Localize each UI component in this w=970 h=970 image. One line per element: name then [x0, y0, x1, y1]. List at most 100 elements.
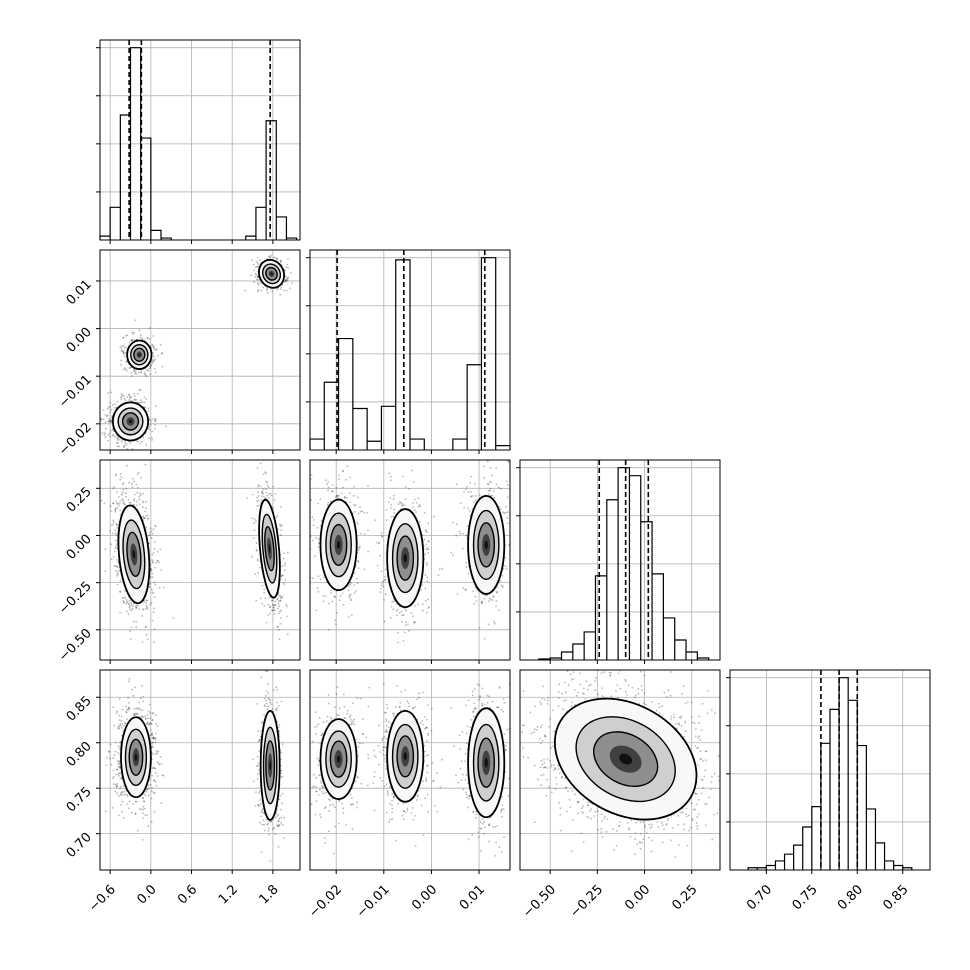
sample-point — [308, 549, 310, 551]
sample-point — [395, 614, 398, 617]
sample-point — [116, 768, 118, 771]
sample-point — [152, 346, 155, 349]
sample-point — [150, 601, 153, 604]
sample-point — [119, 346, 122, 348]
histogram-panel-3 — [516, 459, 721, 661]
sample-point — [279, 599, 282, 602]
sample-point — [109, 432, 111, 435]
sample-point — [459, 532, 462, 535]
sample-point — [136, 486, 139, 489]
sample-point — [267, 255, 270, 258]
sample-point — [129, 638, 132, 640]
sample-point — [256, 559, 259, 562]
sample-point — [116, 439, 119, 441]
sample-point — [317, 590, 320, 593]
sample-point — [272, 507, 274, 509]
sample-point — [342, 604, 345, 606]
sample-point — [506, 484, 509, 487]
sample-point — [130, 375, 133, 378]
sample-point — [256, 276, 259, 278]
sample-point — [151, 619, 154, 622]
sample-point — [491, 474, 494, 477]
sample-point — [404, 498, 407, 500]
sample-point — [505, 565, 507, 568]
sample-point — [115, 434, 118, 437]
sample-point — [420, 589, 423, 592]
sample-point — [143, 372, 146, 374]
sample-point — [356, 521, 359, 524]
sample-point — [254, 573, 257, 576]
sample-point — [472, 495, 475, 497]
sample-point — [331, 600, 334, 603]
sample-point — [350, 599, 353, 602]
sample-point — [286, 633, 289, 636]
sample-point — [260, 289, 262, 292]
sample-point — [138, 503, 141, 506]
sample-point — [142, 808, 145, 811]
sample-point — [119, 473, 122, 475]
panel-frame — [309, 459, 511, 661]
sample-point — [112, 706, 115, 709]
sample-point — [459, 502, 462, 504]
sample-point — [152, 712, 155, 715]
sample-point — [147, 410, 150, 412]
sample-point — [284, 579, 287, 581]
sample-point — [111, 532, 114, 535]
sample-point — [131, 605, 134, 607]
sample-point — [478, 494, 481, 496]
sample-point — [154, 417, 156, 420]
sample-point — [359, 532, 362, 535]
sample-point — [153, 792, 156, 795]
sample-point — [314, 555, 316, 557]
sample-point — [137, 440, 140, 443]
sample-point — [495, 600, 498, 603]
sample-point — [111, 806, 114, 809]
sample-point — [353, 485, 356, 488]
sample-point — [276, 607, 279, 610]
sample-point — [255, 273, 258, 276]
sample-point — [404, 624, 407, 627]
sample-point — [152, 360, 155, 363]
sample-point — [470, 495, 473, 497]
sample-point — [483, 465, 485, 468]
sample-point — [257, 495, 260, 497]
sample-point — [252, 493, 254, 496]
sample-point — [343, 496, 346, 498]
sample-point — [275, 257, 277, 259]
sample-point — [277, 600, 280, 603]
sample-point — [470, 496, 472, 498]
sample-point — [329, 500, 332, 503]
sample-point — [144, 463, 147, 466]
sample-point — [486, 594, 489, 597]
sample-point — [125, 610, 128, 613]
sample-point — [115, 570, 118, 572]
sample-point — [383, 620, 386, 623]
sample-point — [128, 602, 130, 605]
sample-point — [130, 602, 133, 604]
sample-point — [109, 411, 112, 414]
sample-point — [148, 426, 151, 428]
sample-point — [125, 492, 127, 495]
sample-point — [269, 605, 272, 608]
sample-point — [502, 511, 504, 513]
sample-point — [141, 839, 144, 841]
sample-point — [128, 702, 131, 704]
sample-point — [147, 717, 149, 719]
sample-point — [142, 797, 144, 800]
sample-point — [272, 604, 275, 607]
sample-point — [464, 588, 467, 591]
sample-point — [143, 396, 146, 399]
sample-point — [129, 502, 132, 504]
sample-point — [124, 368, 127, 371]
sample-point — [130, 397, 132, 399]
sample-point — [379, 591, 382, 594]
sample-point — [424, 530, 427, 532]
sample-point — [280, 506, 282, 508]
sample-point — [135, 504, 138, 507]
sample-point — [422, 603, 424, 605]
sample-point — [151, 533, 154, 535]
sample-point — [118, 766, 121, 769]
sample-point — [353, 504, 355, 507]
sample-point — [116, 442, 118, 445]
density-blob — [246, 462, 289, 641]
